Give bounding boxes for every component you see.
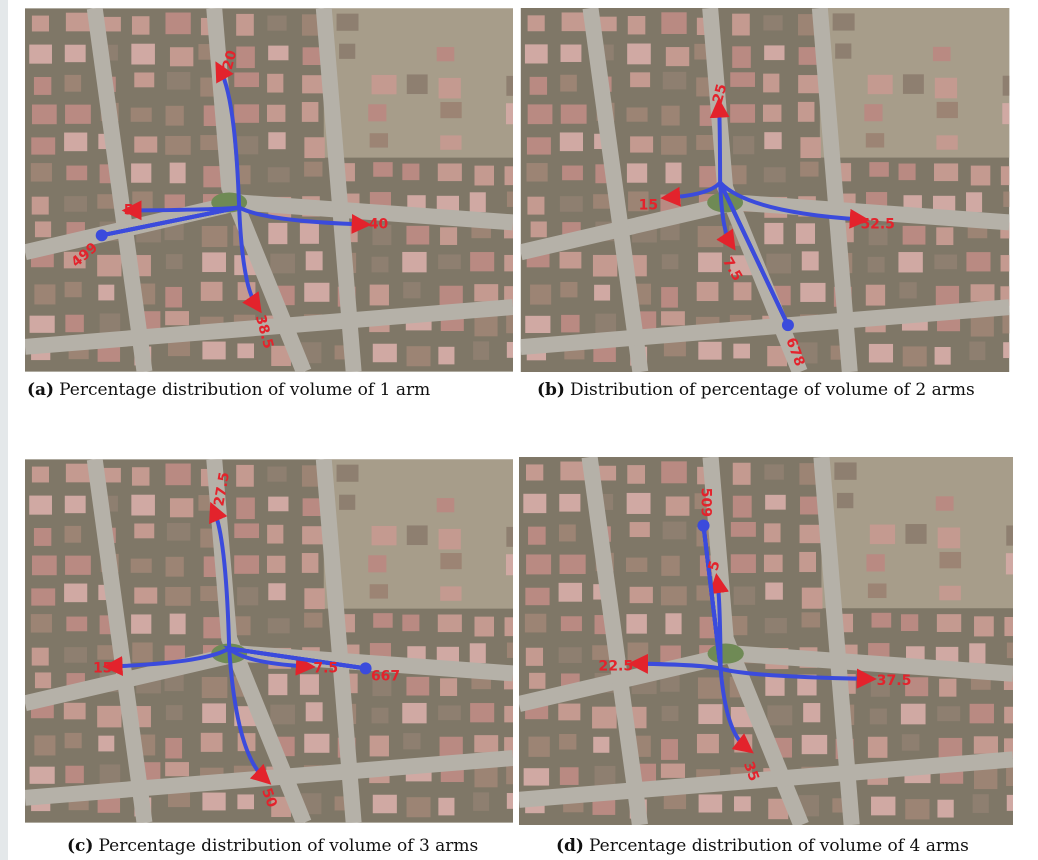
- flow-label: 27.5: [211, 471, 233, 508]
- caption: (b) Distribution of percentage of volume …: [537, 380, 975, 400]
- caption-label: (d): [556, 836, 584, 856]
- flow-label: 35: [740, 760, 762, 784]
- flow-arrow: [227, 646, 368, 785]
- aerial-image: [521, 8, 1013, 372]
- flow-origin: [359, 662, 372, 675]
- flow-label: 37.5: [877, 673, 912, 689]
- flow-label: 509: [698, 488, 714, 517]
- caption-text: Distribution of percentage of volume of …: [569, 380, 975, 400]
- aerial-image: [519, 457, 1013, 825]
- aerial-panel: 667 27.5 15 7.5 50: [25, 452, 513, 830]
- caption-text: Percentage distribution of volume of 4 a…: [588, 836, 969, 856]
- caption: (d) Percentage distribution of volume of …: [556, 836, 969, 856]
- caption: (c) Percentage distribution of volume of …: [67, 836, 478, 856]
- flow-arrow: [718, 181, 870, 328]
- flow-arrow: [99, 205, 262, 314]
- flow-label: 50: [258, 786, 280, 810]
- caption-text: Percentage distribution of volume of 1 a…: [59, 380, 431, 400]
- caption-text: Percentage distribution of volume of 3 a…: [98, 836, 479, 856]
- flow-label: 20: [220, 48, 241, 71]
- aerial-panel: 509 5 22.5 37.5 35: [519, 452, 1013, 830]
- flow-origin: [781, 319, 794, 332]
- flow-label: 667: [371, 668, 400, 684]
- flow-label: 52.5: [860, 216, 894, 232]
- flow-label: 15: [93, 660, 112, 676]
- flow-label: 22.5: [598, 659, 633, 675]
- caption-label: (c): [67, 836, 94, 856]
- page-edge: [0, 0, 8, 860]
- flow-label: 7.5: [313, 660, 338, 676]
- flow-label: 40: [369, 216, 389, 232]
- caption-label: (b): [537, 380, 565, 400]
- caption-label: (a): [27, 380, 55, 400]
- flow-label: 5: [124, 202, 134, 218]
- flow-origin: [95, 229, 108, 242]
- flow-arrow: [701, 523, 754, 754]
- flow-origin: [697, 519, 710, 532]
- flow-label: 15: [639, 197, 658, 213]
- caption: (a) Percentage distribution of volume of …: [27, 380, 430, 400]
- aerial-image: [25, 459, 513, 823]
- flow-label: 5: [706, 559, 724, 573]
- flow-label: 25: [710, 82, 730, 105]
